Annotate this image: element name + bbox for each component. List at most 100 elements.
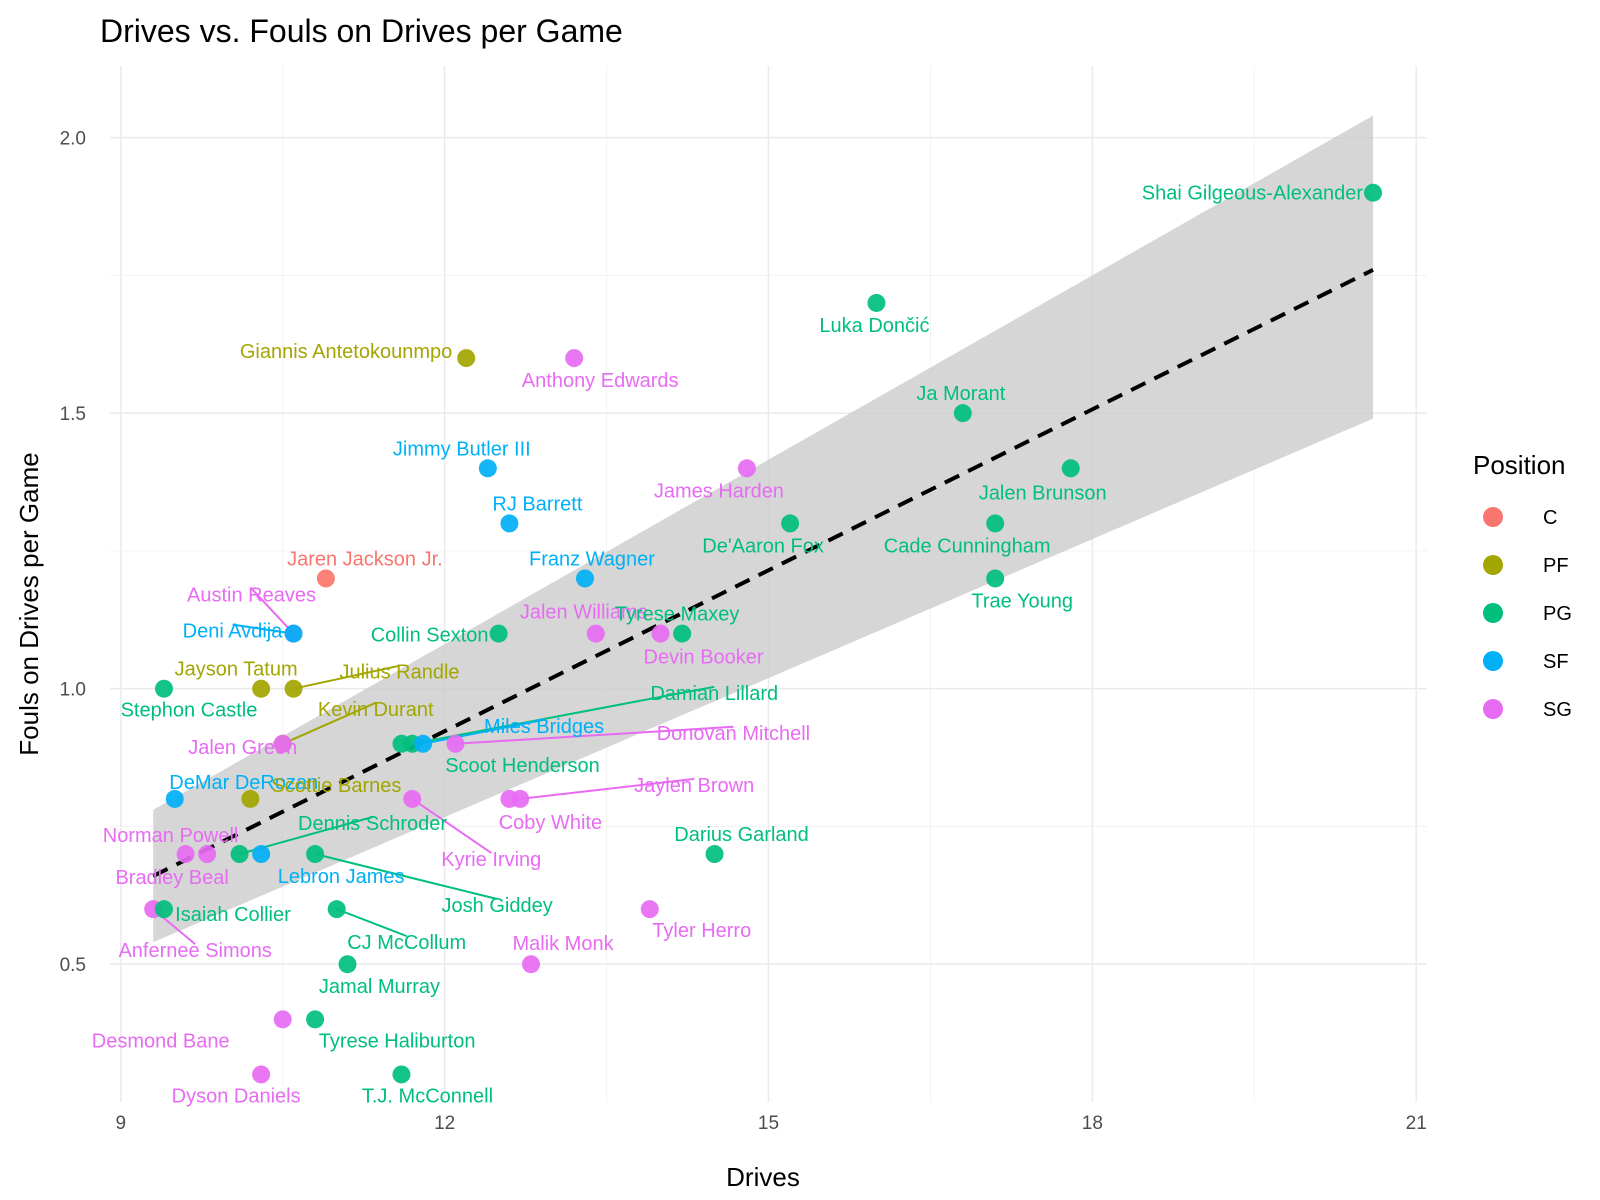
point-label: Lebron James: [278, 866, 405, 888]
data-point: [252, 845, 271, 864]
x-tick-label: 9: [116, 1113, 127, 1134]
data-point: [230, 845, 249, 864]
point-label: Cade Cunningham: [884, 535, 1051, 557]
point-label: Collin Sexton: [371, 625, 489, 647]
point-label: Jalen Williams: [520, 602, 648, 624]
point-label: Jalen Brunson: [979, 482, 1107, 504]
data-point: [392, 1065, 411, 1084]
point-label: Isaiah Collier: [175, 904, 291, 926]
point-label: DeMar DeRozan: [169, 772, 318, 794]
x-tick-label: 12: [434, 1113, 455, 1134]
point-label: Norman Powell: [103, 825, 239, 847]
data-point: [500, 514, 519, 533]
point-label: Miles Bridges: [484, 716, 604, 738]
data-point: [273, 734, 292, 753]
point-label: De'Aaron Fox: [702, 535, 824, 557]
point-label: Bradley Beal: [115, 867, 228, 889]
point-label: Jaren Jackson Jr.: [287, 548, 443, 570]
point-label: James Harden: [654, 480, 784, 502]
point-label: Devin Booker: [644, 647, 764, 669]
data-point: [575, 569, 594, 588]
y-tick-label: 2.0: [60, 129, 86, 150]
legend-label: SF: [1543, 651, 1569, 673]
point-label: Julius Randle: [339, 662, 459, 684]
data-point: [651, 624, 670, 643]
data-point: [953, 404, 972, 423]
point-label: Jayson Tatum: [175, 659, 298, 681]
data-point: [198, 845, 217, 864]
data-point: [327, 900, 346, 919]
data-point: [284, 679, 303, 698]
data-point: [403, 789, 422, 808]
data-point: [154, 900, 173, 919]
label-leader-line: [336, 908, 408, 938]
point-label: Anfernee Simons: [118, 940, 271, 962]
point-label: Shai Gilgeous-Alexander: [1142, 183, 1364, 205]
data-point: [414, 734, 433, 753]
point-label: Austin Reaves: [187, 585, 316, 607]
y-tick-label: 1.0: [60, 680, 86, 701]
data-point: [446, 734, 465, 753]
data-point: [1364, 183, 1383, 202]
data-point: [306, 1010, 325, 1029]
legend-key: [1483, 699, 1503, 719]
data-point: [478, 459, 497, 478]
point-label: Giannis Antetokounmpo: [240, 341, 452, 363]
label-leader-line: [293, 664, 400, 690]
point-label: Franz Wagner: [529, 548, 655, 570]
data-point: [252, 1065, 271, 1084]
point-label: Jimmy Butler III: [393, 438, 531, 460]
data-point: [673, 624, 692, 643]
point-label: Jalen Green: [188, 737, 297, 759]
data-point: [737, 459, 756, 478]
data-point: [522, 955, 541, 974]
data-point: [565, 349, 584, 368]
data-point: [457, 349, 476, 368]
point-label: Trae Young: [971, 590, 1073, 612]
data-point: [154, 679, 173, 698]
point-label: Kevin Durant: [318, 699, 434, 721]
trend-line: [152, 268, 1374, 878]
label-leader-line: [232, 623, 294, 635]
data-point: [705, 845, 724, 864]
point-label: Jamal Murray: [319, 976, 440, 998]
label-leader-line: [411, 798, 492, 854]
legend-key: [1483, 651, 1503, 671]
point-label: Ja Morant: [916, 383, 1005, 405]
data-point: [306, 845, 325, 864]
data-point: [284, 624, 303, 643]
data-point: [165, 789, 184, 808]
label-leader-line: [282, 701, 377, 745]
data-point: [640, 900, 659, 919]
chart-title: Drives vs. Fouls on Drives per Game: [100, 13, 623, 49]
point-label: Anthony Edwards: [522, 370, 679, 392]
data-point: [986, 514, 1005, 533]
data-point: [511, 789, 530, 808]
axis-tick-layer: 9 12 15 18 21 0.5 1.0 1.5 2.0: [60, 129, 1427, 1134]
label-leader-line: [314, 853, 498, 900]
point-label: Josh Giddey: [442, 895, 553, 917]
legend-label: PF: [1543, 555, 1569, 577]
label-leader-line: [455, 725, 734, 745]
point-label: Malik Monk: [512, 933, 614, 955]
point-label: Jaylen Brown: [634, 775, 754, 797]
point-label: RJ Barrett: [492, 493, 582, 515]
point-label: Scottie Barnes: [271, 775, 401, 797]
data-point: [252, 679, 271, 698]
legend-label: SG: [1543, 699, 1572, 721]
point-label: Scoot Henderson: [445, 755, 600, 777]
data-point: [986, 569, 1005, 588]
data-point: [338, 955, 357, 974]
point-label: Coby White: [499, 812, 602, 834]
point-label: Luka Dončić: [819, 315, 929, 337]
point-label-layer: Shai Gilgeous-Alexander Luka Dončić Gianni…: [92, 183, 1364, 1108]
data-point: [489, 624, 508, 643]
y-axis-title: Fouls on Drives per Game: [14, 452, 44, 755]
data-point: [781, 514, 800, 533]
data-point: [586, 624, 605, 643]
point-label: Desmond Bane: [92, 1030, 230, 1052]
x-tick-label: 21: [1406, 1113, 1427, 1134]
label-leader-line: [250, 587, 295, 635]
point-label: Kyrie Irving: [441, 849, 541, 871]
